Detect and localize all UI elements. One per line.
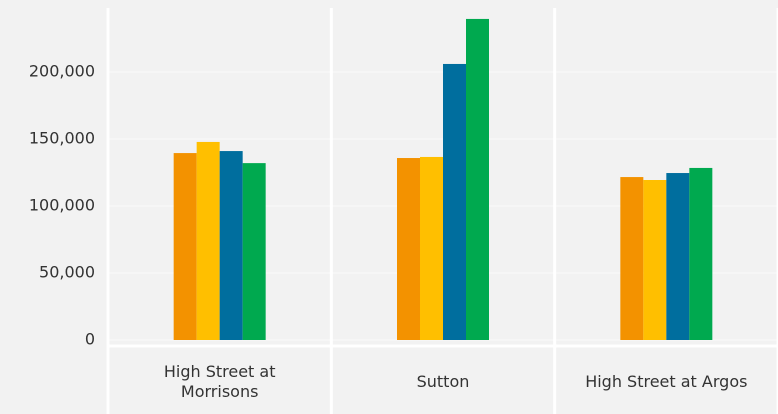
bar	[242, 163, 266, 340]
x-tick-label: High Street at Argos	[585, 372, 748, 391]
bar	[643, 180, 667, 340]
bar	[219, 151, 243, 340]
x-tick-label: High Street at Morrisons	[163, 362, 276, 401]
y-tick-label: 100,000	[29, 196, 95, 215]
y-tick-label: 0	[85, 330, 95, 349]
bar	[620, 177, 644, 340]
bar	[689, 167, 713, 340]
bar	[173, 153, 197, 340]
y-tick-label: 200,000	[29, 62, 95, 81]
bar	[196, 141, 220, 340]
bar	[420, 156, 443, 340]
bar	[466, 18, 489, 340]
x-tick-label: Sutton	[416, 372, 470, 391]
bar	[397, 158, 420, 340]
y-tick-label: 150,000	[29, 129, 95, 148]
bar	[443, 63, 466, 341]
y-tick-label: 50,000	[39, 263, 95, 282]
bar	[666, 173, 690, 340]
